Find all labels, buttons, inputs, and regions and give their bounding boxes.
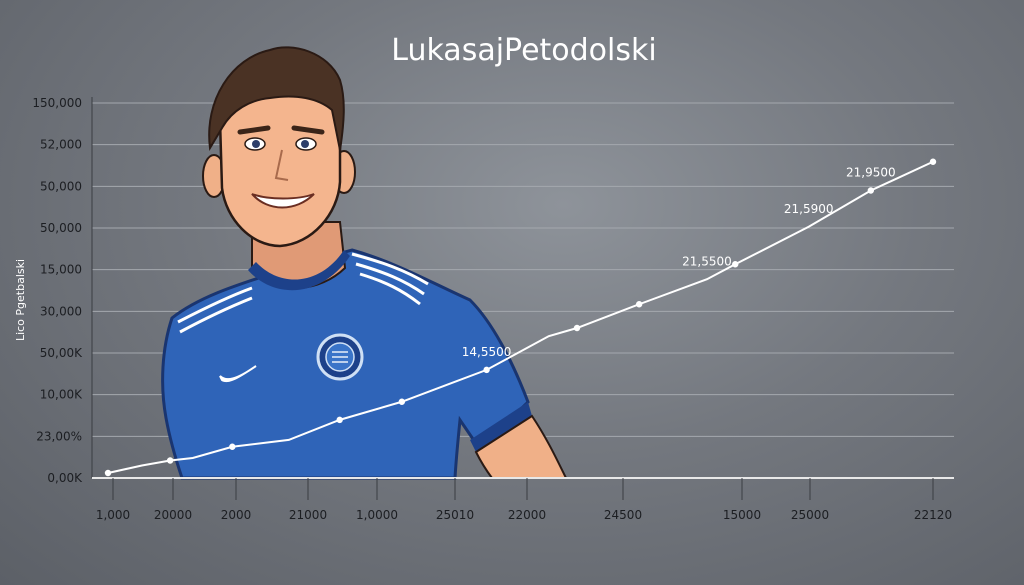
chart-title: LukasajPetodolski: [391, 33, 656, 68]
data-label: 21,9500: [846, 166, 896, 180]
point-labels: 14,5500 21,5500 21,5900 21,9500: [462, 166, 896, 359]
eyebrows: [237, 125, 325, 135]
right-pupil: [301, 140, 309, 148]
club-crest-icon: [316, 333, 364, 381]
data-point: [336, 416, 343, 424]
data-label: 21,5900: [784, 202, 834, 216]
left-pupil: [252, 140, 260, 148]
x-tick-label: 21000: [289, 508, 327, 522]
swoosh-logo-icon: [219, 365, 257, 383]
y-tick-label: 10,00K: [40, 388, 83, 402]
y-tick-label: 50,00K: [40, 346, 83, 360]
x-tick-label: 22120: [914, 508, 952, 522]
data-point: [867, 187, 875, 194]
hair: [208, 46, 345, 152]
y-tick-label: 15,000: [40, 263, 82, 277]
data-point: [732, 261, 739, 268]
x-tick-label: 22000: [508, 508, 546, 522]
y-tick-label: 150,000: [32, 96, 82, 110]
data-point: [398, 398, 406, 405]
axes: 150,000 52,000 50,000 50,000 15,000 30,000 50,…: [32, 96, 954, 522]
x-tick-label: 25010: [436, 508, 474, 522]
y-tick-label: 30,000: [40, 304, 82, 318]
x-tick-label: 20000: [154, 508, 192, 522]
x-tick-label: 1,000: [96, 508, 130, 522]
data-point: [929, 158, 937, 165]
data-label: 14,5500: [462, 345, 512, 359]
data-point: [104, 469, 112, 477]
sleeve-cuff: [470, 402, 532, 452]
data-point: [166, 457, 174, 464]
x-tick-label: 2000: [221, 508, 252, 522]
shoulder-stripes-left: [177, 286, 253, 334]
data-point: [635, 301, 643, 308]
collar: [248, 250, 350, 291]
shoulder-stripes: [351, 252, 429, 306]
y-tick-label: 50,000: [40, 179, 82, 193]
x-tick-label: 15000: [723, 508, 761, 522]
x-tick-label: 24500: [604, 508, 642, 522]
x-tick-label: 25000: [791, 508, 829, 522]
data-point: [573, 324, 581, 332]
y-tick-label: 23,00%: [36, 429, 82, 443]
data-point: [229, 443, 236, 450]
player-illustration: [161, 46, 568, 480]
y-tick-label: 0,00K: [47, 471, 83, 485]
data-label: 21,5500: [682, 254, 732, 268]
y-tick-label: 50,000: [40, 221, 82, 235]
x-tick-label: 1,0000: [356, 508, 398, 522]
y-axis-label: Lico Pgetbalski: [14, 259, 27, 341]
series-line: [104, 158, 937, 477]
nose: [274, 149, 289, 181]
smile: [251, 193, 315, 209]
y-tick-label: 52,000: [40, 138, 82, 152]
data-point: [483, 366, 490, 374]
